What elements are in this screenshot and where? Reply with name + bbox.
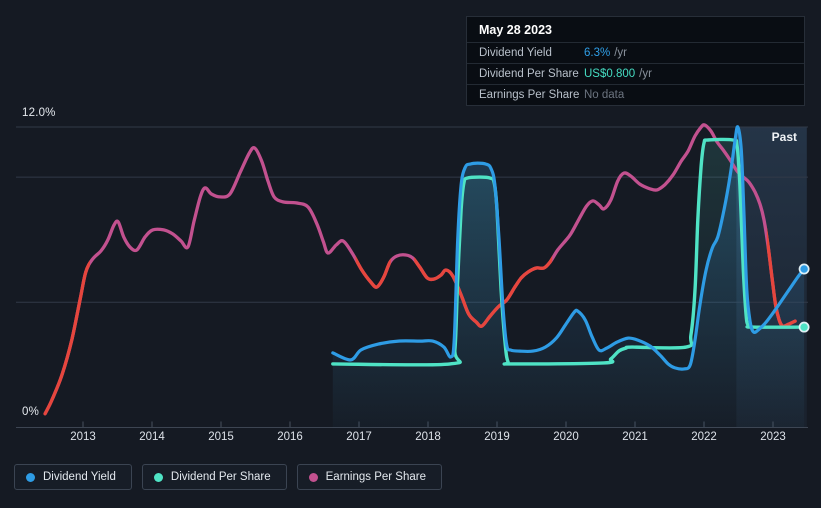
tooltip-value-dividend-yield: 6.3% (584, 47, 611, 59)
legend-item-earnings-per-share[interactable]: Earnings Per Share (296, 464, 442, 490)
tooltip-label: Dividend Yield (479, 47, 552, 59)
x-axis-year-label: 2014 (139, 431, 165, 443)
tooltip-label: Dividend Per Share (479, 68, 579, 80)
dividend-per-share-end-dot[interactable] (798, 321, 810, 333)
y-axis-max-label: 12.0% (22, 107, 56, 119)
x-axis-year-label: 2013 (70, 431, 96, 443)
x-axis-year-label: 2023 (760, 431, 786, 443)
legend-item-dividend-per-share[interactable]: Dividend Per Share (141, 464, 287, 490)
tooltip-row-dividend-yield: Dividend Yield 6.3% /yr (467, 42, 804, 63)
legend-label: Dividend Yield (43, 471, 116, 483)
x-axis-year-label: 2021 (622, 431, 648, 443)
tooltip-row-dividend-per-share: Dividend Per Share US$0.800 /yr (467, 63, 804, 84)
dividend-yield-dot-icon (26, 472, 35, 482)
dividend-yield-line (331, 125, 806, 371)
dividend-per-share-line (331, 137, 806, 367)
legend-label: Dividend Per Share (170, 471, 271, 483)
legend-label: Earnings Per Share (325, 471, 426, 483)
earnings-per-share-line-declining (414, 255, 553, 328)
x-axis-year-label: 2016 (277, 431, 303, 443)
earnings-per-share-dot-icon (308, 472, 318, 482)
dividend-per-share-dot-icon (153, 472, 163, 482)
tooltip-unit: /yr (639, 68, 652, 80)
x-axis-year-label: 2018 (415, 431, 441, 443)
chart-legend: Dividend Yield Dividend Per Share Earnin… (14, 464, 442, 490)
past-region-label: Past (771, 130, 797, 144)
tooltip-value-dividend-per-share: US$0.800 (584, 68, 636, 80)
series-area (332, 139, 805, 428)
y-axis-min-label: 0% (22, 406, 40, 418)
x-axis-year-label: 2022 (691, 431, 717, 443)
x-axis-year-label: 2019 (484, 431, 510, 443)
tooltip-row-earnings-per-share: Earnings Per Share No data (467, 84, 804, 105)
x-axis-year-label: 2020 (553, 431, 579, 443)
x-axis-year-label: 2015 (208, 431, 234, 443)
dividend-yield-end-dot[interactable] (798, 263, 810, 275)
legend-item-dividend-yield[interactable]: Dividend Yield (14, 464, 132, 490)
x-axis-year-label: 2017 (346, 431, 372, 443)
chart-plot-area[interactable] (0, 0, 821, 455)
tooltip-date: May 28 2023 (479, 23, 552, 37)
chart-tooltip: May 28 2023 Dividend Yield 6.3% /yr Divi… (466, 16, 805, 106)
tooltip-value-earnings-per-share: No data (584, 89, 625, 101)
tooltip-unit: /yr (614, 47, 627, 59)
tooltip-label: Earnings Per Share (479, 89, 580, 101)
series-area (332, 126, 805, 428)
